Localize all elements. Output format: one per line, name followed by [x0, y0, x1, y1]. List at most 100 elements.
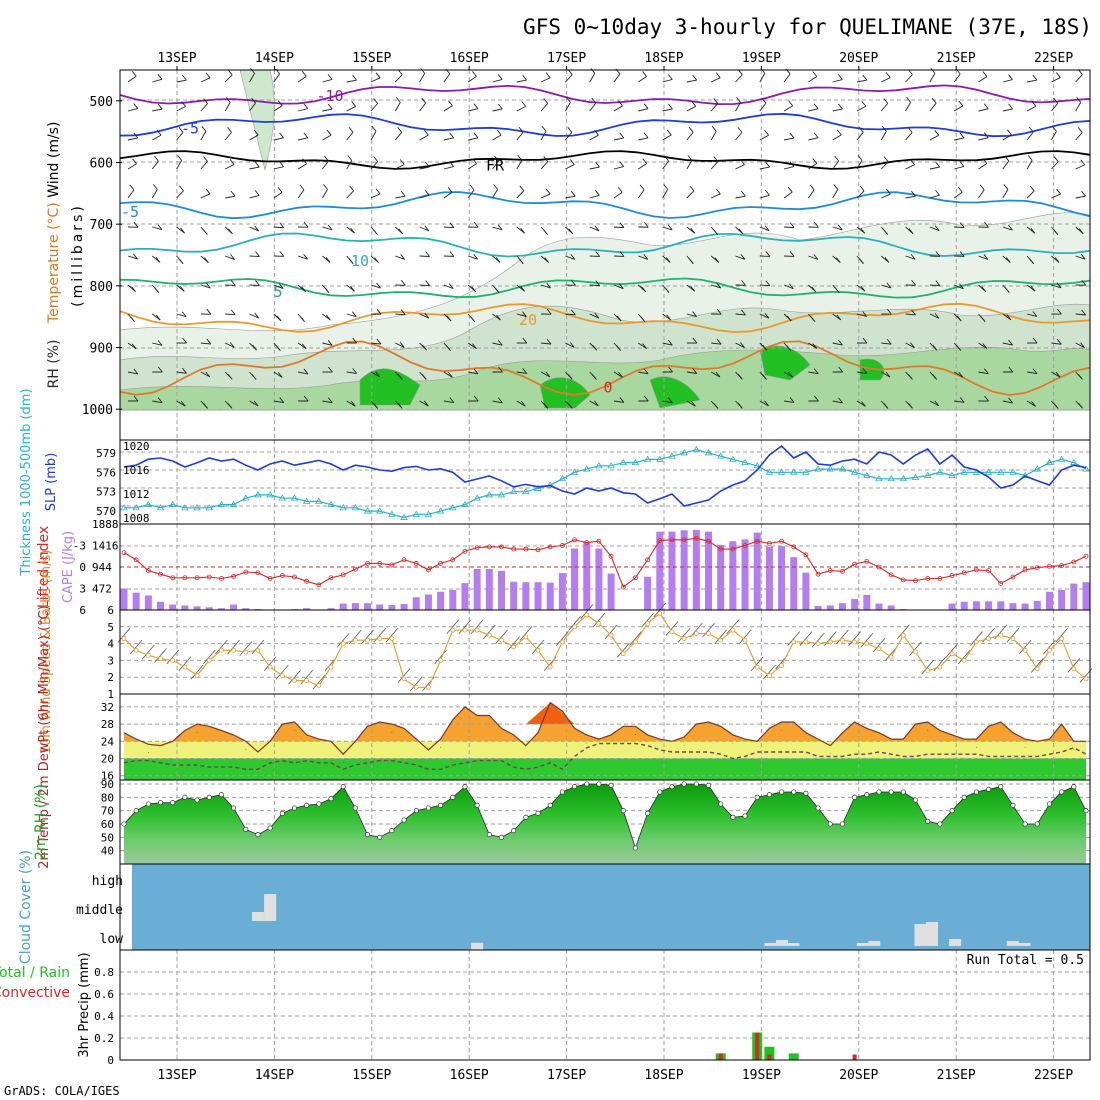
cape-bar: [814, 605, 822, 610]
precip-bars: [715, 1032, 857, 1060]
wind-barb: [686, 190, 695, 199]
wind-barb: [808, 108, 819, 112]
wind-barb-flag: [935, 161, 941, 168]
wind-barb: [225, 255, 235, 260]
wind10m-barb: [1067, 658, 1081, 673]
wind10m-marker: [243, 649, 249, 655]
wind-barb: [419, 134, 429, 141]
wind-barb-flag: [983, 132, 989, 138]
wind10m-marker: [925, 668, 931, 673]
wind-barb-flag: [935, 280, 941, 286]
wind-barb: [905, 164, 915, 170]
cloud-bar: [868, 941, 881, 946]
wind-barb: [856, 131, 864, 141]
wind-barbs: [127, 68, 1087, 409]
wind-barb: [200, 193, 211, 199]
wind10m-marker: [474, 627, 480, 633]
wind-barb-flag: [473, 395, 479, 402]
wind10m-barb: [750, 656, 764, 672]
wind-barb: [152, 342, 163, 346]
chart-title: GFS 0~10day 3-hourly for QUELIMANE (37E,…: [523, 15, 1092, 39]
wind-barb-flag: [205, 371, 211, 378]
thickness-marker: [765, 468, 774, 475]
wind-barb-flag: [371, 126, 377, 132]
wind10m-marker: [827, 639, 833, 645]
wind-barb: [589, 134, 599, 141]
lifted-index-marker: [913, 578, 918, 584]
thickness-marker: [1082, 465, 1090, 472]
wind-barb: [759, 73, 766, 83]
wind-barb-flag: [399, 342, 405, 348]
wind-barb: [759, 166, 770, 170]
wind-barb-flag: [133, 132, 139, 139]
wind-barb: [662, 160, 669, 170]
wind-barb-flag: [1081, 279, 1087, 286]
thickness-marker: [753, 462, 761, 469]
wind-barb-flag: [934, 400, 940, 407]
wind-barb-flag: [765, 251, 771, 257]
thickness-marker: [400, 513, 408, 520]
wind-barb-flag: [959, 132, 965, 139]
wind-barb-flag: [668, 366, 673, 373]
slp-tick-label: 1008: [123, 512, 150, 525]
rh2m-marker: [182, 794, 188, 800]
wind-barb-flag: [1008, 74, 1013, 80]
wind-barb: [589, 166, 600, 170]
wind-barb-flag: [714, 257, 720, 263]
thickness-marker: [631, 458, 640, 466]
wind-barb: [905, 132, 913, 141]
wind-barb: [565, 102, 571, 112]
wind-barb: [954, 284, 964, 290]
wind10m-barb: [483, 624, 496, 640]
top-date-label: 16SEP: [450, 51, 489, 66]
wind-barb: [638, 76, 647, 83]
rh2m-tick-label: 80: [101, 791, 114, 804]
wind10m-marker: [900, 632, 906, 638]
wind-barb-flag: [641, 286, 647, 293]
wind10m-barb: [166, 649, 180, 665]
wind-barb-flag: [764, 400, 769, 407]
lifted-index-marker: [925, 576, 931, 581]
top-date-label: 18SEP: [644, 51, 683, 66]
temp2m-tick-label: 20: [101, 753, 114, 766]
wind-barb-flag: [376, 308, 382, 315]
wind-barb-flag: [789, 251, 795, 257]
wind-barb-flag: [205, 188, 211, 195]
wind-barb: [176, 79, 187, 83]
wind-barb: [443, 371, 453, 378]
wind-barb: [978, 255, 989, 260]
thickness-marker: [169, 500, 177, 508]
temperature-contour-line: [119, 112, 1091, 138]
wind-barb-flag: [616, 315, 622, 322]
wind-barb-flag: [715, 371, 721, 378]
wind-barb-flag: [594, 400, 599, 407]
wind10m-barb: [604, 624, 618, 640]
lifted-index-marker: [1059, 563, 1065, 568]
wind-barb-flag: [1004, 155, 1010, 162]
wind-barb-flag: [351, 311, 357, 317]
precip-convective-bar: [852, 1054, 857, 1060]
precip-tick-label: 0: [107, 1054, 114, 1067]
cape-bar: [388, 604, 396, 610]
wind-barb: [880, 103, 889, 112]
bottom-date-label: 17SEP: [547, 1068, 586, 1083]
upper-air-grid: [120, 70, 1090, 440]
wind-barb-flag: [471, 286, 476, 292]
precip-grid: [120, 950, 1090, 1060]
lifted-index-marker: [474, 545, 480, 551]
wind-barb: [613, 105, 623, 112]
wind-barb-flag: [182, 368, 187, 374]
temp2m-label: 2m Temp / 2m DewPt (6hr Min/Max) (°C): [37, 605, 52, 868]
wind-barb: [224, 102, 231, 112]
lifted-index-marker: [706, 538, 711, 544]
wind-barb-flag: [497, 103, 503, 110]
wind-barb-flag: [375, 371, 381, 378]
wind10m-marker: [365, 637, 370, 643]
wind-barb-flag: [376, 282, 381, 289]
lifted-index-marker: [827, 568, 833, 573]
rh2m-marker: [1010, 802, 1016, 808]
cloud-level-labels: high middle low: [76, 874, 123, 947]
wind10m-marker: [559, 639, 565, 645]
lifted-index-marker: [438, 561, 444, 566]
rh2m-marker: [864, 792, 870, 798]
